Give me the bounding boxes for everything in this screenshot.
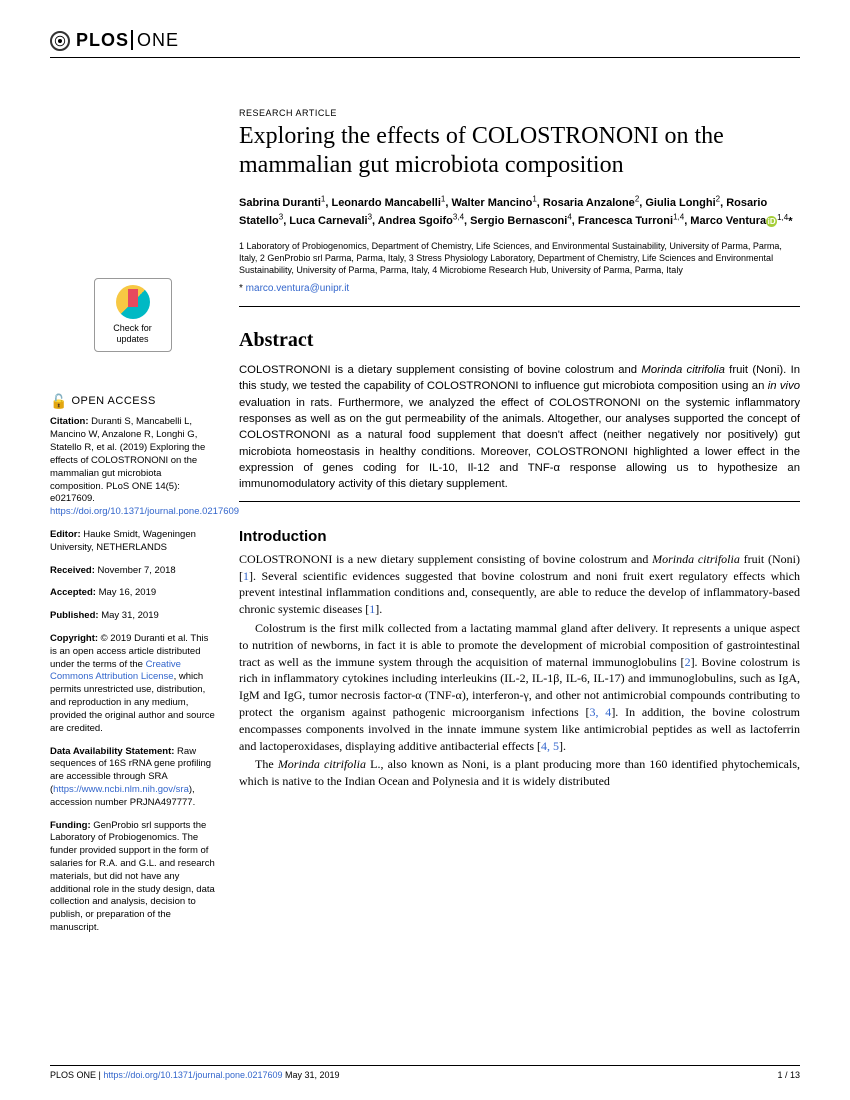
intro-para-1: COLOSTRONONI is a new dietary supplement… [239,551,800,618]
article-type: RESEARCH ARTICLE [239,108,800,118]
sra-link[interactable]: https://www.ncbi.nlm.nih.gov/sra [53,784,189,795]
intro-para-3: The Morinda citrifolia L., also known as… [239,756,800,790]
published-label: Published: [50,610,99,621]
published-text: May 31, 2019 [99,610,159,621]
editor-label: Editor: [50,529,81,540]
check-for-updates-widget[interactable]: Check for updates [94,278,172,352]
footer-doi-link[interactable]: https://doi.org/10.1371/journal.pone.021… [103,1070,282,1080]
affiliations-text: 1 Laboratory of Probiogenomics, Departme… [239,241,782,275]
page-number: 1 / 13 [777,1070,800,1080]
affiliations: 1 Laboratory of Probiogenomics, Departme… [239,240,800,307]
received-text: November 7, 2018 [95,565,176,576]
footer-journal: PLOS ONE | [50,1070,103,1080]
page-footer: PLOS ONE | https://doi.org/10.1371/journ… [50,1065,800,1080]
check-updates-label: Check for updates [101,323,165,345]
crossmark-icon [116,285,150,319]
plos-logo-icon: ⦿ [50,31,70,51]
journal-header: ⦿ PLOSONE [50,30,800,58]
copyright-label: Copyright: [50,633,98,644]
editor-block: Editor: Hauke Smidt, Wageningen Universi… [50,529,215,555]
received-label: Received: [50,565,95,576]
citation-text: Duranti S, Mancabelli L, Mancino W, Anza… [50,416,205,504]
correspondence: * marco.ventura@unipr.it [239,282,800,296]
orcid-icon[interactable]: iD [766,216,777,227]
article-title: Exploring the effects of COLOSTRONONI on… [239,122,800,180]
citation-label: Citation: [50,416,89,427]
accepted-block: Accepted: May 16, 2019 [50,587,215,600]
abstract-heading: Abstract [239,329,800,352]
accepted-label: Accepted: [50,587,96,598]
open-access-label: OPEN ACCESS [71,394,155,409]
last-author-affil: 1,4 [777,213,788,222]
abstract-text: COLOSTRONONI is a dietary supplement con… [239,362,800,493]
introduction-heading: Introduction [239,528,800,545]
citation-block: Citation: Duranti S, Mancabelli L, Manci… [50,416,215,519]
corresponding-email-link[interactable]: marco.ventura@unipr.it [246,283,350,294]
logo-plos: PLOS [76,30,129,50]
logo-one: ONE [131,30,179,50]
published-block: Published: May 31, 2019 [50,610,215,623]
sidebar: Check for updates 🔓 OPEN ACCESS Citation… [50,108,215,945]
copyright-block: Copyright: © 2019 Duranti et al. This is… [50,633,215,736]
introduction-body: COLOSTRONONI is a new dietary supplement… [239,551,800,790]
accepted-text: May 16, 2019 [96,587,156,598]
funding-label: Funding: [50,820,91,831]
funding-text: GenProbio srl supports the Laboratory of… [50,820,215,934]
section-divider [239,501,800,502]
author-list: Sabrina Duranti1, Leonardo Mancabelli1, … [239,194,800,230]
intro-para-2: Colostrum is the first milk collected fr… [239,620,800,754]
open-access-lock-icon: 🔓 [50,392,67,411]
footer-date: May 31, 2019 [283,1070,340,1080]
received-block: Received: November 7, 2018 [50,565,215,578]
funding-block: Funding: GenProbio srl supports the Labo… [50,820,215,935]
citation-doi-link[interactable]: https://doi.org/10.1371/journal.pone.021… [50,506,239,517]
data-label: Data Availability Statement: [50,746,174,757]
journal-logo-text: PLOSONE [76,30,179,51]
main-column: RESEARCH ARTICLE Exploring the effects o… [239,108,800,945]
data-availability-block: Data Availability Statement: Raw sequenc… [50,746,215,810]
